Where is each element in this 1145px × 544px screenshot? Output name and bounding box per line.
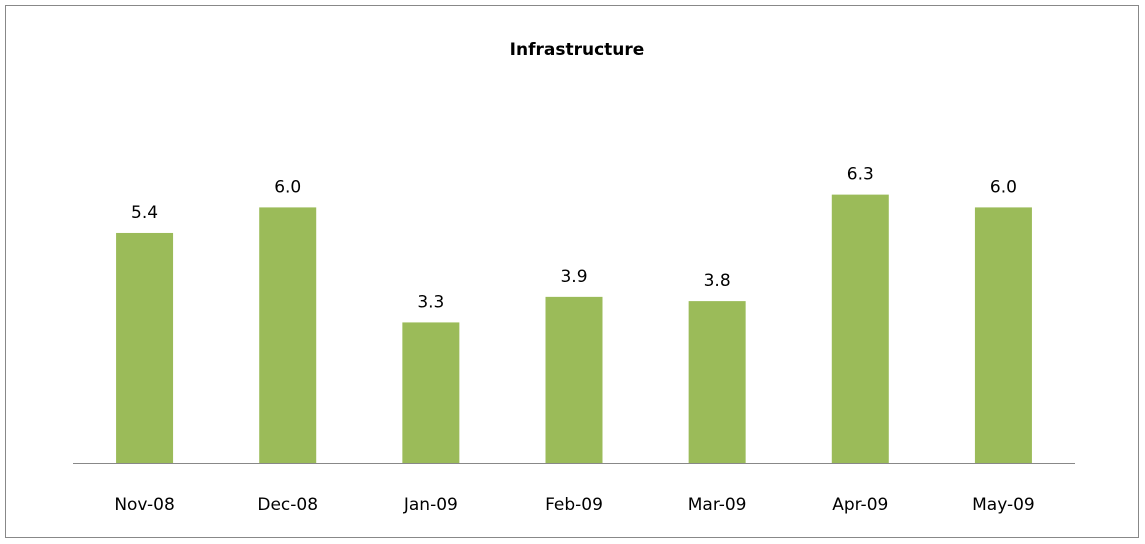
data-label: 3.8 (704, 271, 731, 291)
data-label: 3.3 (417, 292, 444, 312)
data-label: 3.9 (560, 267, 587, 287)
bar (116, 232, 174, 463)
data-label: 6.0 (274, 177, 301, 197)
x-tick-label: Dec-08 (257, 495, 318, 515)
x-tick-label: May-09 (972, 495, 1035, 515)
bar (259, 207, 317, 463)
data-label: 6.3 (847, 165, 874, 185)
x-tick-label: Mar-09 (688, 495, 747, 515)
bar (974, 207, 1032, 463)
bar (402, 322, 460, 463)
data-label: 6.0 (990, 177, 1017, 197)
bar (545, 296, 603, 463)
data-label: 5.4 (131, 203, 158, 223)
bar (688, 301, 746, 463)
x-tick-label: Nov-08 (114, 495, 175, 515)
bar (831, 194, 889, 463)
chart-title: Infrastructure (510, 40, 645, 60)
x-tick-label: Feb-09 (545, 495, 603, 515)
x-tick-label: Apr-09 (832, 495, 888, 515)
x-tick-label: Jan-09 (403, 495, 458, 515)
